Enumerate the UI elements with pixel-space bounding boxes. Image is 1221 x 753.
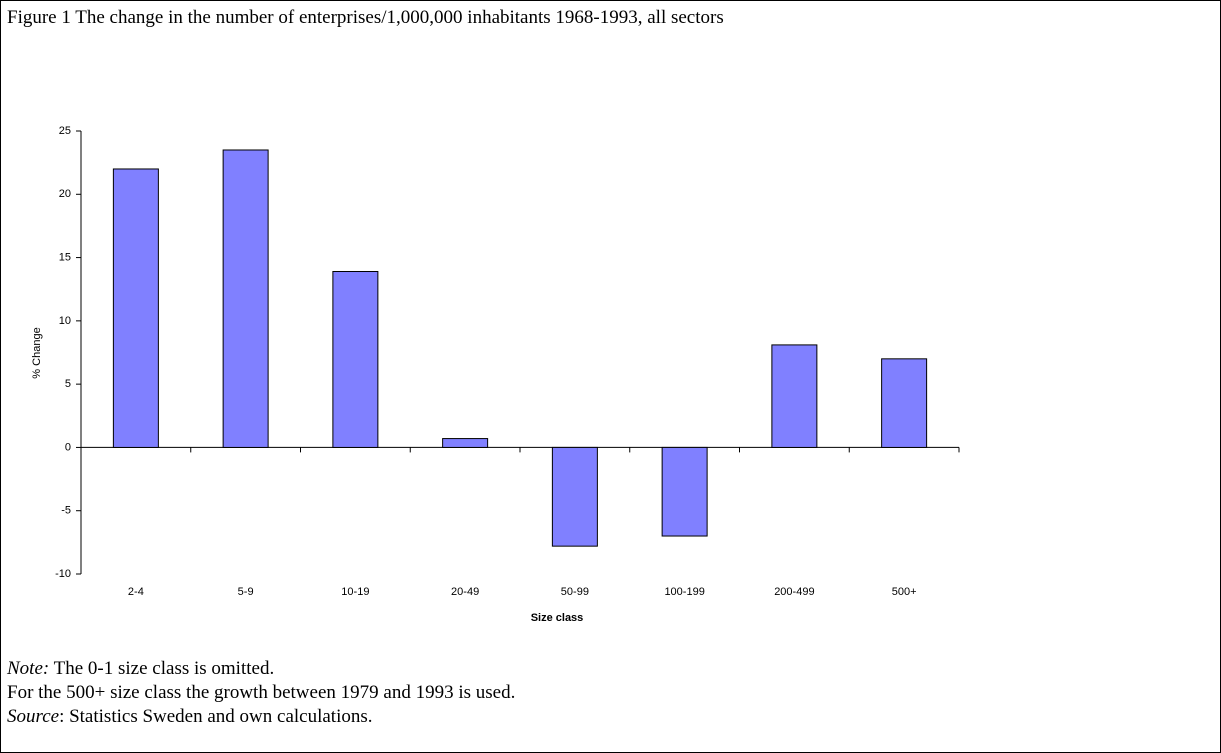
bar	[881, 358, 928, 448]
y-tick-label: 0	[65, 441, 71, 453]
x-tick-label: 100-199	[664, 586, 704, 598]
y-tick-label: 10	[59, 315, 71, 327]
source-line: Source: Statistics Sweden and own calcul…	[7, 705, 515, 729]
notes: Note: The 0-1 size class is omitted. For…	[7, 657, 515, 729]
y-tick-label: 15	[59, 251, 71, 263]
y-tick-label: 5	[65, 378, 71, 390]
y-axis-label: % Change	[31, 327, 43, 378]
y-tick-label: 20	[59, 188, 71, 200]
bar	[551, 446, 598, 547]
bar	[442, 438, 489, 448]
bar	[661, 446, 708, 537]
bar	[222, 149, 269, 448]
bar	[771, 344, 818, 448]
bar	[332, 270, 379, 448]
note-label: Note:	[7, 658, 50, 679]
x-axis-label: Size class	[531, 612, 584, 624]
chart-title: Figure 1 The change in the number of ent…	[7, 7, 724, 28]
x-tick-label: 10-19	[341, 586, 369, 598]
note-line: For the 500+ size class the growth betwe…	[7, 682, 516, 703]
y-tick-label: -5	[61, 505, 71, 517]
note-text: The 0-1 size class is omitted.	[53, 658, 275, 679]
x-tick-label: 50-99	[561, 586, 589, 598]
x-tick-label: 20-49	[451, 586, 479, 598]
x-tick-label: 2-4	[128, 586, 144, 598]
x-tick-label: 5-9	[238, 586, 254, 598]
y-tick-label: -10	[55, 568, 71, 580]
bar	[112, 168, 159, 448]
x-tick-label: 200-499	[774, 586, 814, 598]
y-tick-label: 25	[59, 125, 71, 137]
note-line: Note: The 0-1 size class is omitted.	[7, 657, 515, 681]
source-text: : Statistics Sweden and own calculations…	[59, 706, 373, 727]
x-tick-label: 500+	[892, 586, 917, 598]
source-label: Source	[7, 706, 60, 727]
